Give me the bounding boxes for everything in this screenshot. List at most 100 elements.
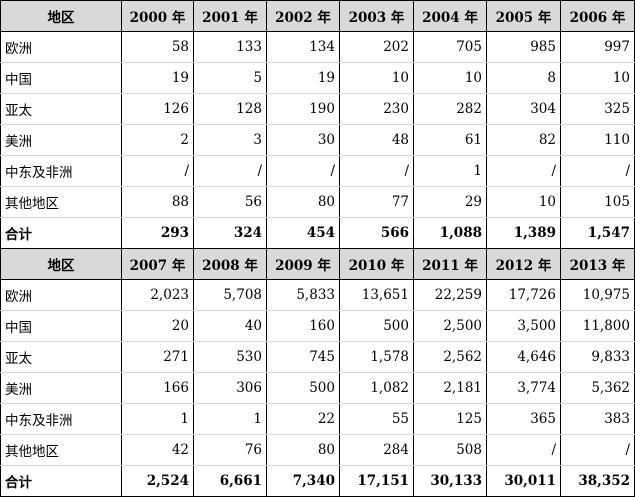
table-cell: 2,562 <box>413 341 487 373</box>
table-cell: 5,708 <box>193 279 267 311</box>
table-cell: 42 <box>121 434 194 466</box>
total-cell: 1,547 <box>560 217 635 249</box>
region-label: 亚太 <box>0 341 122 373</box>
table-cell: 10 <box>339 62 414 94</box>
table-row: 中国 19 5 19 10 10 8 10 <box>0 62 635 94</box>
total-cell: 324 <box>193 217 267 249</box>
header-cell-year: 2004 年 <box>413 0 487 32</box>
table-row: 其他地区 42 76 80 284 508 / / <box>0 434 635 466</box>
table-row: 欧洲 58 133 134 202 705 985 997 <box>0 31 635 63</box>
table-cell: 82 <box>486 124 561 156</box>
table-row: 中东及非洲 1 1 22 55 125 365 383 <box>0 403 635 435</box>
table-cell: 230 <box>339 93 414 125</box>
table-cell: 125 <box>413 403 487 435</box>
table-cell: 1 <box>121 403 194 435</box>
total-cell: 6,661 <box>193 465 267 497</box>
table-cell: 5,833 <box>266 279 340 311</box>
table-row: 中国 20 40 160 500 2,500 3,500 11,800 <box>0 310 635 342</box>
header-cell-region: 地区 <box>0 248 122 280</box>
region-label: 其他地区 <box>0 434 122 466</box>
table-cell: 22,259 <box>413 279 487 311</box>
header-cell-year: 2013 年 <box>560 248 635 280</box>
table-cell: / <box>121 155 194 187</box>
table-cell: / <box>193 155 267 187</box>
table-cell: 304 <box>486 93 561 125</box>
table-cell: 271 <box>121 341 194 373</box>
table-row: 中东及非洲 / / / / 1 / / <box>0 155 635 187</box>
total-label: 合计 <box>0 217 122 249</box>
region-label: 美洲 <box>0 372 122 404</box>
table-row: 亚太 126 128 190 230 282 304 325 <box>0 93 635 125</box>
table-cell: 17,726 <box>486 279 561 311</box>
table-cell: 997 <box>560 31 635 63</box>
table-cell: 284 <box>339 434 414 466</box>
table-cell: 20 <box>121 310 194 342</box>
table-cell: 55 <box>339 403 414 435</box>
table-cell: 61 <box>413 124 487 156</box>
table-row: 欧洲 2,023 5,708 5,833 13,651 22,259 17,72… <box>0 279 635 311</box>
total-cell: 2,524 <box>121 465 194 497</box>
table-cell: 10 <box>413 62 487 94</box>
total-row: 合计 2,524 6,661 7,340 17,151 30,133 30,01… <box>0 465 635 497</box>
table-cell: 134 <box>266 31 340 63</box>
table-cell: 530 <box>193 341 267 373</box>
table-cell: / <box>560 155 635 187</box>
region-label: 欧洲 <box>0 279 122 311</box>
total-cell: 293 <box>121 217 194 249</box>
region-label: 中国 <box>0 62 122 94</box>
table-cell: 166 <box>121 372 194 404</box>
table-cell: 325 <box>560 93 635 125</box>
table-cell: 8 <box>486 62 561 94</box>
region-label: 欧洲 <box>0 31 122 63</box>
header-cell-year: 2005 年 <box>486 0 561 32</box>
table-cell: 11,800 <box>560 310 635 342</box>
table-cell: 705 <box>413 31 487 63</box>
table-cell: / <box>339 155 414 187</box>
table-cell: 1,082 <box>339 372 414 404</box>
table-header-row: 地区 2000 年 2001 年 2002 年 2003 年 2004 年 20… <box>0 0 635 32</box>
table-cell: 282 <box>413 93 487 125</box>
table-cell: 133 <box>193 31 267 63</box>
table-cell: 2,500 <box>413 310 487 342</box>
table-header-row: 地区 2007 年 2008 年 2009 年 2010 年 2011 年 20… <box>0 248 635 280</box>
header-cell-year: 2008 年 <box>193 248 267 280</box>
header-cell-year: 2006 年 <box>560 0 635 32</box>
table-cell: 1 <box>193 403 267 435</box>
region-label: 中东及非洲 <box>0 403 122 435</box>
table-cell: 202 <box>339 31 414 63</box>
table-cell: 5 <box>193 62 267 94</box>
table-cell: 1,578 <box>339 341 414 373</box>
table-cell: 58 <box>121 31 194 63</box>
total-cell: 30,133 <box>413 465 487 497</box>
table-cell: 3,500 <box>486 310 561 342</box>
table-cell: / <box>560 434 635 466</box>
total-label: 合计 <box>0 465 122 497</box>
table-row: 美洲 2 3 30 48 61 82 110 <box>0 124 635 156</box>
header-cell-year: 2002 年 <box>266 0 340 32</box>
table-cell: / <box>486 155 561 187</box>
table-cell: 985 <box>486 31 561 63</box>
table-cell: 13,651 <box>339 279 414 311</box>
table-cell: 19 <box>121 62 194 94</box>
header-cell-year: 2012 年 <box>486 248 561 280</box>
table-cell: 76 <box>193 434 267 466</box>
total-cell: 566 <box>339 217 414 249</box>
total-cell: 7,340 <box>266 465 340 497</box>
table-cell: 10 <box>560 62 635 94</box>
table-cell: 48 <box>339 124 414 156</box>
table-cell: 190 <box>266 93 340 125</box>
table-cell: 2,023 <box>121 279 194 311</box>
table-cell: 40 <box>193 310 267 342</box>
table-cell: 80 <box>266 186 340 218</box>
table-cell: 19 <box>266 62 340 94</box>
table-cell: 56 <box>193 186 267 218</box>
table-cell: 2,181 <box>413 372 487 404</box>
table-cell: 383 <box>560 403 635 435</box>
table-cell: 365 <box>486 403 561 435</box>
table-cell: 77 <box>339 186 414 218</box>
table-cell: 3,774 <box>486 372 561 404</box>
table-cell: 126 <box>121 93 194 125</box>
table-cell: 128 <box>193 93 267 125</box>
header-cell-year: 2000 年 <box>121 0 194 32</box>
